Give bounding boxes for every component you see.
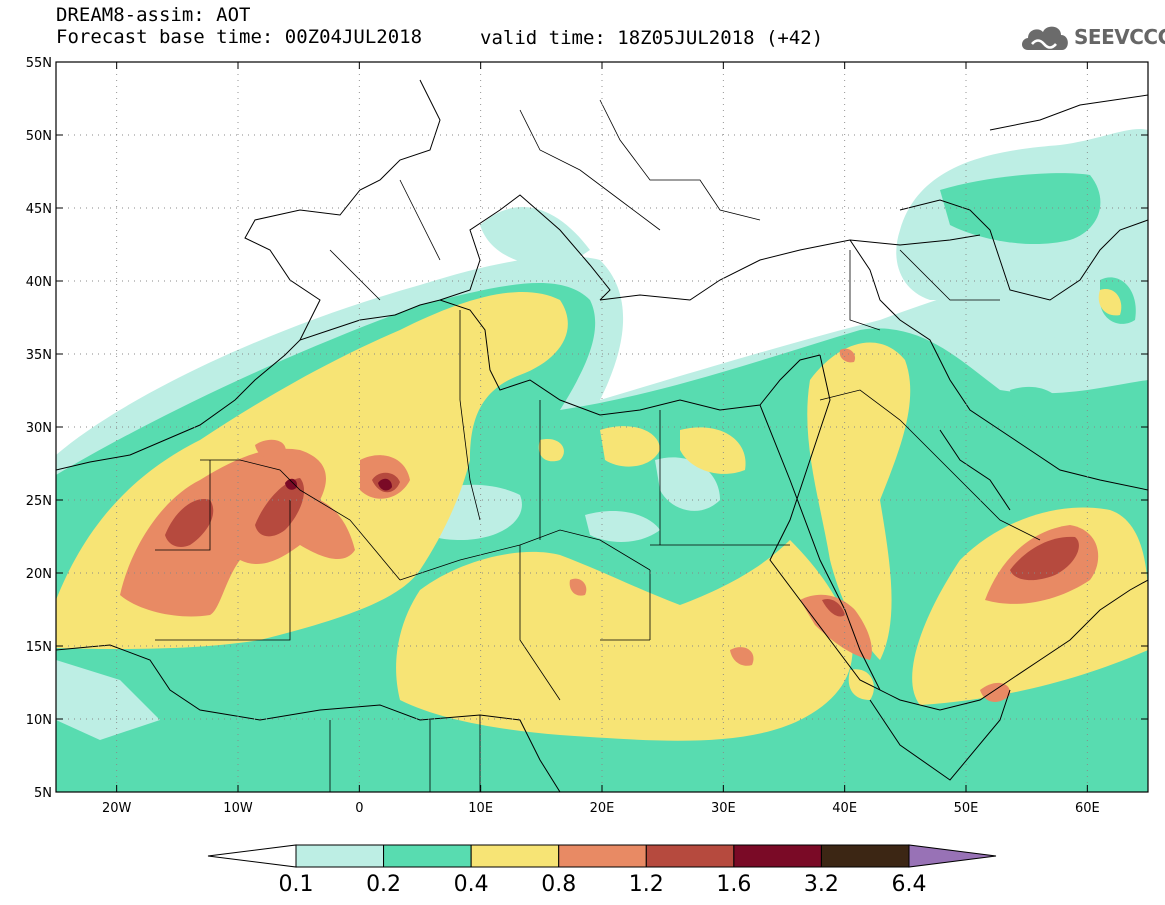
country-borders	[155, 99, 1041, 792]
lon-tick-label: 50E	[954, 801, 979, 816]
colorbar-segment	[558, 844, 647, 868]
coastlines	[56, 79, 1148, 792]
lat-tick-label: 30N	[26, 421, 52, 436]
longitude-axis: 20W 10W 0 10E 20E 30E 40E 50E 60E	[102, 62, 1100, 816]
colorbar-segment	[733, 844, 822, 868]
colorbar-label: 1.2	[629, 872, 664, 897]
lat-tick-label: 45N	[26, 202, 52, 217]
lat-tick-label: 50N	[26, 129, 52, 144]
lon-tick-label: 30E	[711, 801, 736, 816]
lat-tick-label: 35N	[26, 348, 52, 363]
aot-contours	[56, 62, 1148, 792]
gridlines	[56, 62, 1148, 792]
colorbar-high-arrow	[908, 844, 997, 868]
lon-tick-label: 20W	[102, 801, 132, 816]
lat-tick-label: 20N	[26, 567, 52, 582]
lon-tick-label: 10W	[223, 801, 253, 816]
lat-tick-label: 25N	[26, 494, 52, 509]
colorbar-label: 3.2	[804, 872, 839, 897]
colorbar-label: 0.8	[541, 872, 576, 897]
colorbar-label: 0.2	[366, 872, 401, 897]
colorbar-label: 1.6	[716, 872, 751, 897]
lat-tick-label: 5N	[34, 786, 52, 801]
colorbar-segment	[470, 844, 560, 868]
colorbar-label: 6.4	[892, 872, 927, 897]
colorbar-label: 0.4	[454, 872, 489, 897]
cloud-icon	[1022, 26, 1068, 50]
lat-tick-label: 10N	[26, 713, 52, 728]
colorbar-low-arrow	[207, 844, 297, 868]
colorbar: 0.1 0.2 0.4 0.8 1.2 1.6 3.2 6.4	[207, 844, 997, 897]
lon-tick-label: 10E	[468, 801, 493, 816]
map-title: DREAM8-assim: AOT	[56, 4, 251, 26]
lon-tick-label: 60E	[1075, 801, 1100, 816]
lat-tick-label: 15N	[26, 640, 52, 655]
colorbar-segment	[820, 844, 910, 868]
lon-tick-label: 40E	[832, 801, 857, 816]
colorbar-segment	[295, 844, 385, 868]
lon-tick-label: 0	[355, 801, 363, 816]
colorbar-label: 0.1	[279, 872, 314, 897]
valid-time: valid time: 18Z05JUL2018 (+42)	[480, 27, 824, 49]
lat-tick-label: 55N	[26, 56, 52, 71]
lon-tick-label: 20E	[590, 801, 615, 816]
latitude-axis: 55N 50N 45N 40N 35N 30N 25N 20N 15N 10N 5N	[26, 56, 1148, 801]
lat-tick-label: 40N	[26, 275, 52, 290]
colorbar-segment	[645, 844, 735, 868]
seevccc-logo: SEEVCCC	[1018, 18, 1165, 58]
forecast-base-time: Forecast base time: 00Z04JUL2018	[56, 26, 423, 48]
logo-text: SEEVCCC	[1074, 25, 1165, 49]
colorbar-segment	[383, 844, 472, 868]
